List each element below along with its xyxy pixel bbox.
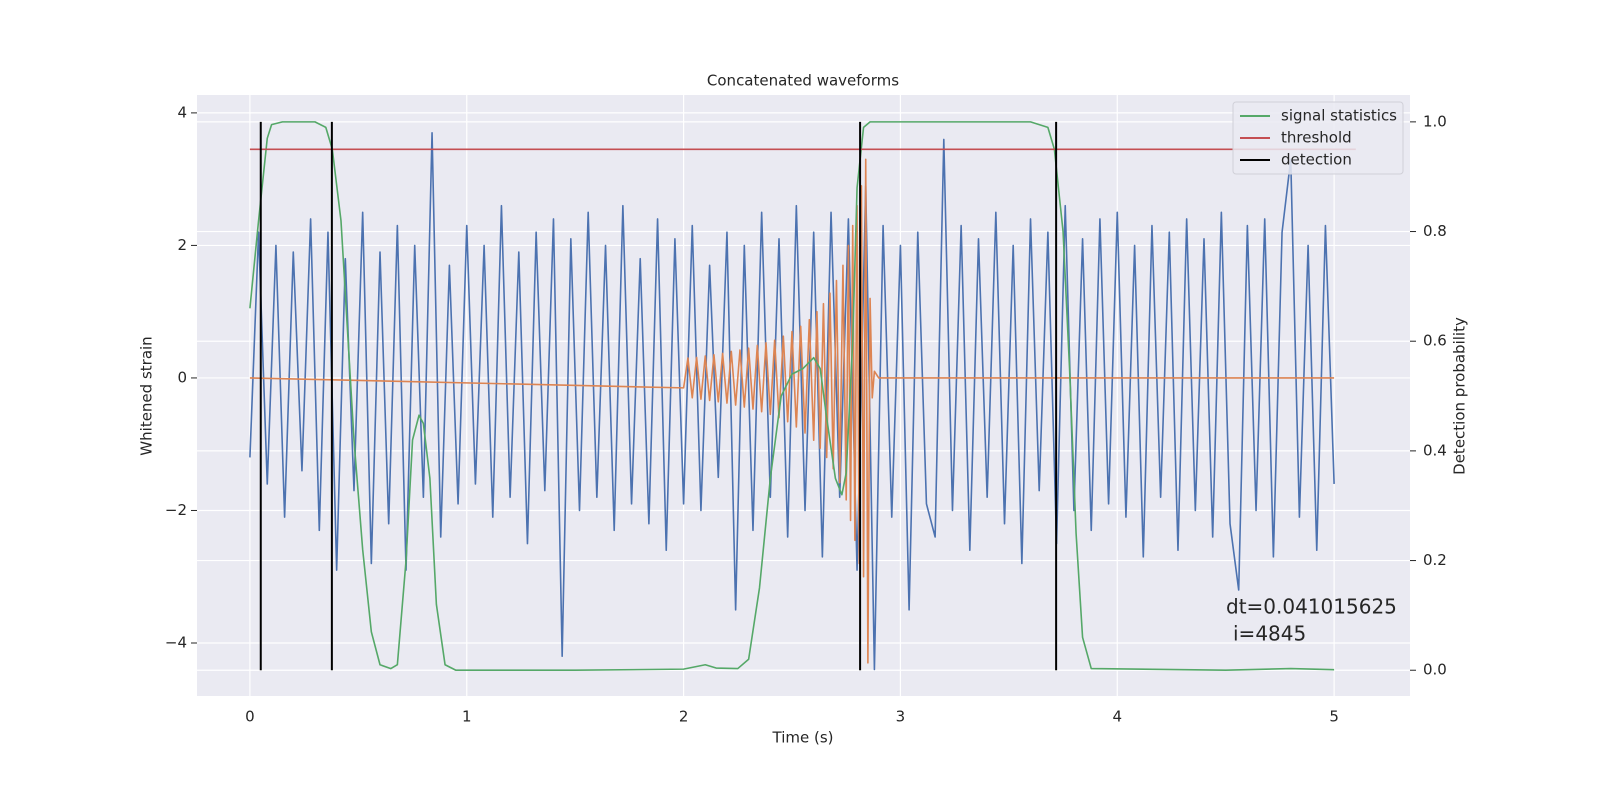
y2-tick-label: 1.0: [1423, 112, 1447, 130]
legend-box: [1232, 101, 1404, 175]
y2-tick-label: 0.2: [1423, 551, 1447, 569]
y2-tick-label: 0.0: [1423, 661, 1447, 679]
series-line: [249, 121, 1335, 672]
legend-label: signal statistics: [1281, 107, 1397, 125]
x-tick-label: 3: [896, 708, 906, 726]
series-line: [249, 131, 1335, 671]
x-tick-label: 2: [679, 708, 689, 726]
y2-tick-label: 0.8: [1423, 222, 1447, 240]
y2-axis-label: Detection probability: [1451, 317, 1469, 475]
x-tick-label: 4: [1112, 708, 1122, 726]
x-axis-label: Time (s): [772, 729, 834, 747]
y-tick-label: 4: [177, 103, 187, 121]
y-axis-label: Whitened strain: [138, 336, 156, 455]
x-tick-label: 5: [1329, 708, 1339, 726]
y-tick-label: −2: [165, 501, 187, 519]
annotation: dt=0.041015625: [1226, 595, 1397, 619]
y-tick-label: 0: [177, 368, 187, 386]
y2-tick-label: 0.4: [1423, 441, 1447, 459]
chart-title: Concatenated waveforms: [707, 72, 899, 90]
y-tick-label: 2: [177, 236, 187, 254]
marks: [249, 121, 1356, 672]
legend-label: threshold: [1281, 129, 1352, 147]
x-tick-label: 1: [462, 708, 472, 726]
x-tick-label: 0: [245, 708, 255, 726]
series-line: [249, 158, 1335, 664]
legend: signal statistics threshold detection: [1232, 101, 1404, 175]
annotation: i=4845: [1233, 622, 1306, 646]
y2-tick-label: 0.6: [1423, 332, 1447, 350]
legend-label: detection: [1281, 151, 1352, 169]
y-tick-label: −4: [165, 633, 187, 651]
